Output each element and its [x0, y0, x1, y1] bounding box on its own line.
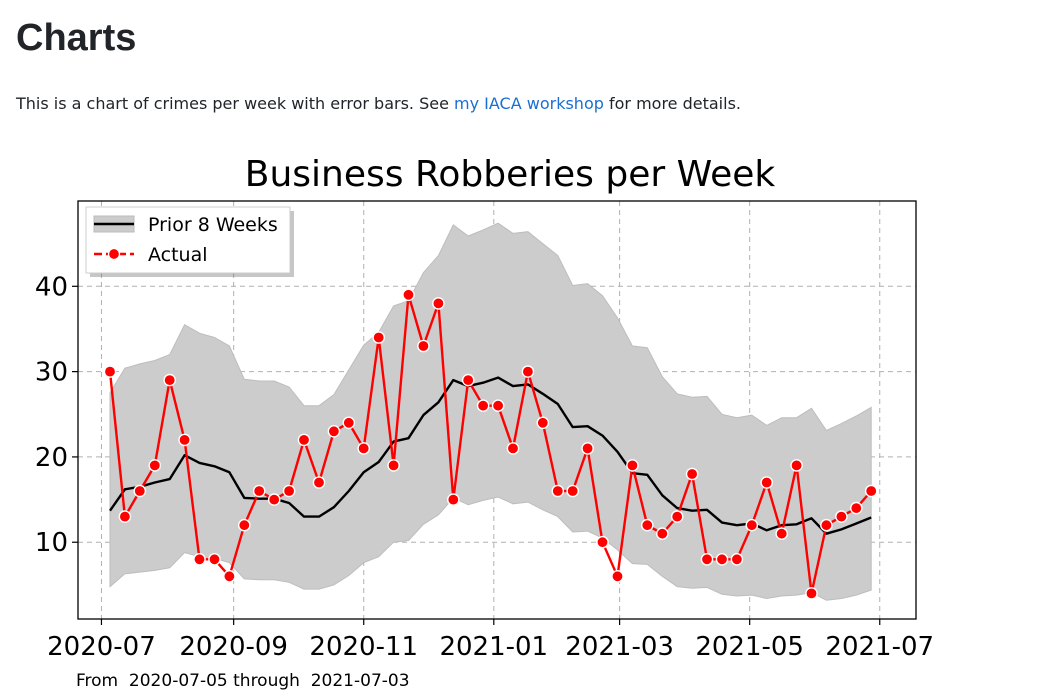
axis-ticks: 2020-07 2020-09 2020-11 2021-01 2021-03 2021-… — [35, 272, 934, 662]
actual-point-11 — [267, 493, 281, 506]
actual-point-29 — [536, 416, 550, 430]
actual-point-8 — [223, 569, 236, 583]
actual-point-5 — [178, 433, 191, 447]
prior-8-weeks-line — [109, 376, 872, 535]
y-tick-label-2: 30 — [35, 358, 68, 388]
actual-point-24 — [461, 373, 475, 387]
actual-point-33 — [596, 535, 609, 549]
actual-point-51 — [864, 484, 878, 498]
actual-point-23 — [446, 493, 460, 506]
actual-point-27 — [506, 442, 520, 455]
x-tick-label-4: 2021-03 — [565, 632, 674, 662]
x-tick-label-1: 2020-09 — [179, 632, 288, 662]
actual-point-46 — [790, 459, 803, 472]
actual-point-22 — [432, 297, 445, 310]
x-tick-label-2: 2020-11 — [309, 632, 418, 662]
legend: Prior 8 Weeks Actual — [85, 206, 294, 277]
actual-point-7 — [208, 552, 221, 566]
x-tick-label-5: 2021-05 — [695, 632, 804, 662]
actual-point-45 — [775, 527, 789, 541]
x-tick-label-0: 2020-07 — [47, 632, 156, 662]
legend-actual-marker — [107, 247, 121, 261]
y-tick-label-1: 20 — [35, 443, 68, 473]
actual-point-35 — [626, 459, 639, 472]
actual-series — [103, 288, 878, 600]
chart-footnote: From 2020-07-05 through 2021-07-03 — [76, 671, 410, 691]
x-tick-label-6: 2021-07 — [825, 632, 934, 662]
actual-point-39 — [685, 467, 699, 481]
iaca-workshop-link[interactable]: my IACA workshop — [454, 94, 604, 113]
actual-point-2 — [133, 484, 147, 498]
actual-point-9 — [237, 518, 251, 532]
prior-8-weeks-mean-line — [109, 376, 872, 535]
actual-point-12 — [282, 484, 296, 498]
actual-point-1 — [118, 510, 132, 523]
y-tick-label-3: 40 — [35, 272, 68, 302]
page-title: Charts — [16, 17, 137, 59]
actual-point-32 — [581, 442, 594, 455]
legend-label-prior-8-weeks: Prior 8 Weeks — [148, 214, 278, 236]
legend-box — [85, 206, 291, 274]
actual-point-13 — [297, 433, 311, 447]
actual-point-34 — [611, 569, 624, 583]
actual-point-18 — [372, 331, 386, 344]
actual-point-14 — [312, 476, 326, 489]
actual-point-30 — [551, 484, 565, 498]
intro-paragraph: This is a chart of crimes per week with … — [16, 92, 741, 116]
actual-point-42 — [730, 552, 744, 566]
intro-text-after: for more details. — [603, 94, 741, 113]
actual-point-37 — [656, 527, 669, 541]
actual-point-40 — [700, 552, 714, 566]
actual-point-31 — [566, 484, 580, 498]
prior-8-weeks-band — [109, 222, 872, 601]
actual-point-21 — [417, 339, 430, 353]
chart-title: Business Robberies per Week — [245, 154, 776, 195]
prior-8-weeks-band-area — [109, 222, 872, 601]
actual-line — [108, 293, 873, 595]
robberies-chart: Business Robberies per Week 2020-07 2020-… — [35, 154, 934, 691]
intro-text-before: This is a chart of crimes per week with … — [16, 94, 455, 113]
actual-point-44 — [760, 476, 774, 489]
actual-point-47 — [805, 587, 818, 600]
actual-point-43 — [745, 518, 759, 532]
plot-frame — [77, 200, 917, 620]
y-tick-label-0: 10 — [35, 528, 68, 558]
actual-point-36 — [641, 518, 654, 532]
actual-point-49 — [835, 510, 848, 523]
legend-label-actual: Actual — [148, 244, 208, 266]
actual-point-0 — [103, 365, 117, 378]
actual-point-41 — [715, 552, 729, 566]
actual-point-38 — [670, 510, 684, 523]
actual-point-20 — [402, 288, 415, 302]
actual-point-16 — [342, 416, 356, 430]
actual-point-48 — [820, 518, 833, 532]
actual-point-4 — [163, 373, 176, 387]
actual-point-19 — [387, 459, 400, 472]
actual-point-25 — [476, 399, 490, 413]
actual-point-10 — [252, 484, 266, 498]
actual-point-15 — [327, 424, 341, 438]
actual-point-3 — [148, 459, 162, 472]
actual-point-28 — [521, 365, 535, 378]
actual-point-50 — [850, 501, 863, 515]
x-tick-label-3: 2021-01 — [439, 632, 548, 662]
actual-point-26 — [491, 399, 505, 413]
actual-point-17 — [357, 442, 371, 455]
actual-point-6 — [193, 552, 206, 566]
